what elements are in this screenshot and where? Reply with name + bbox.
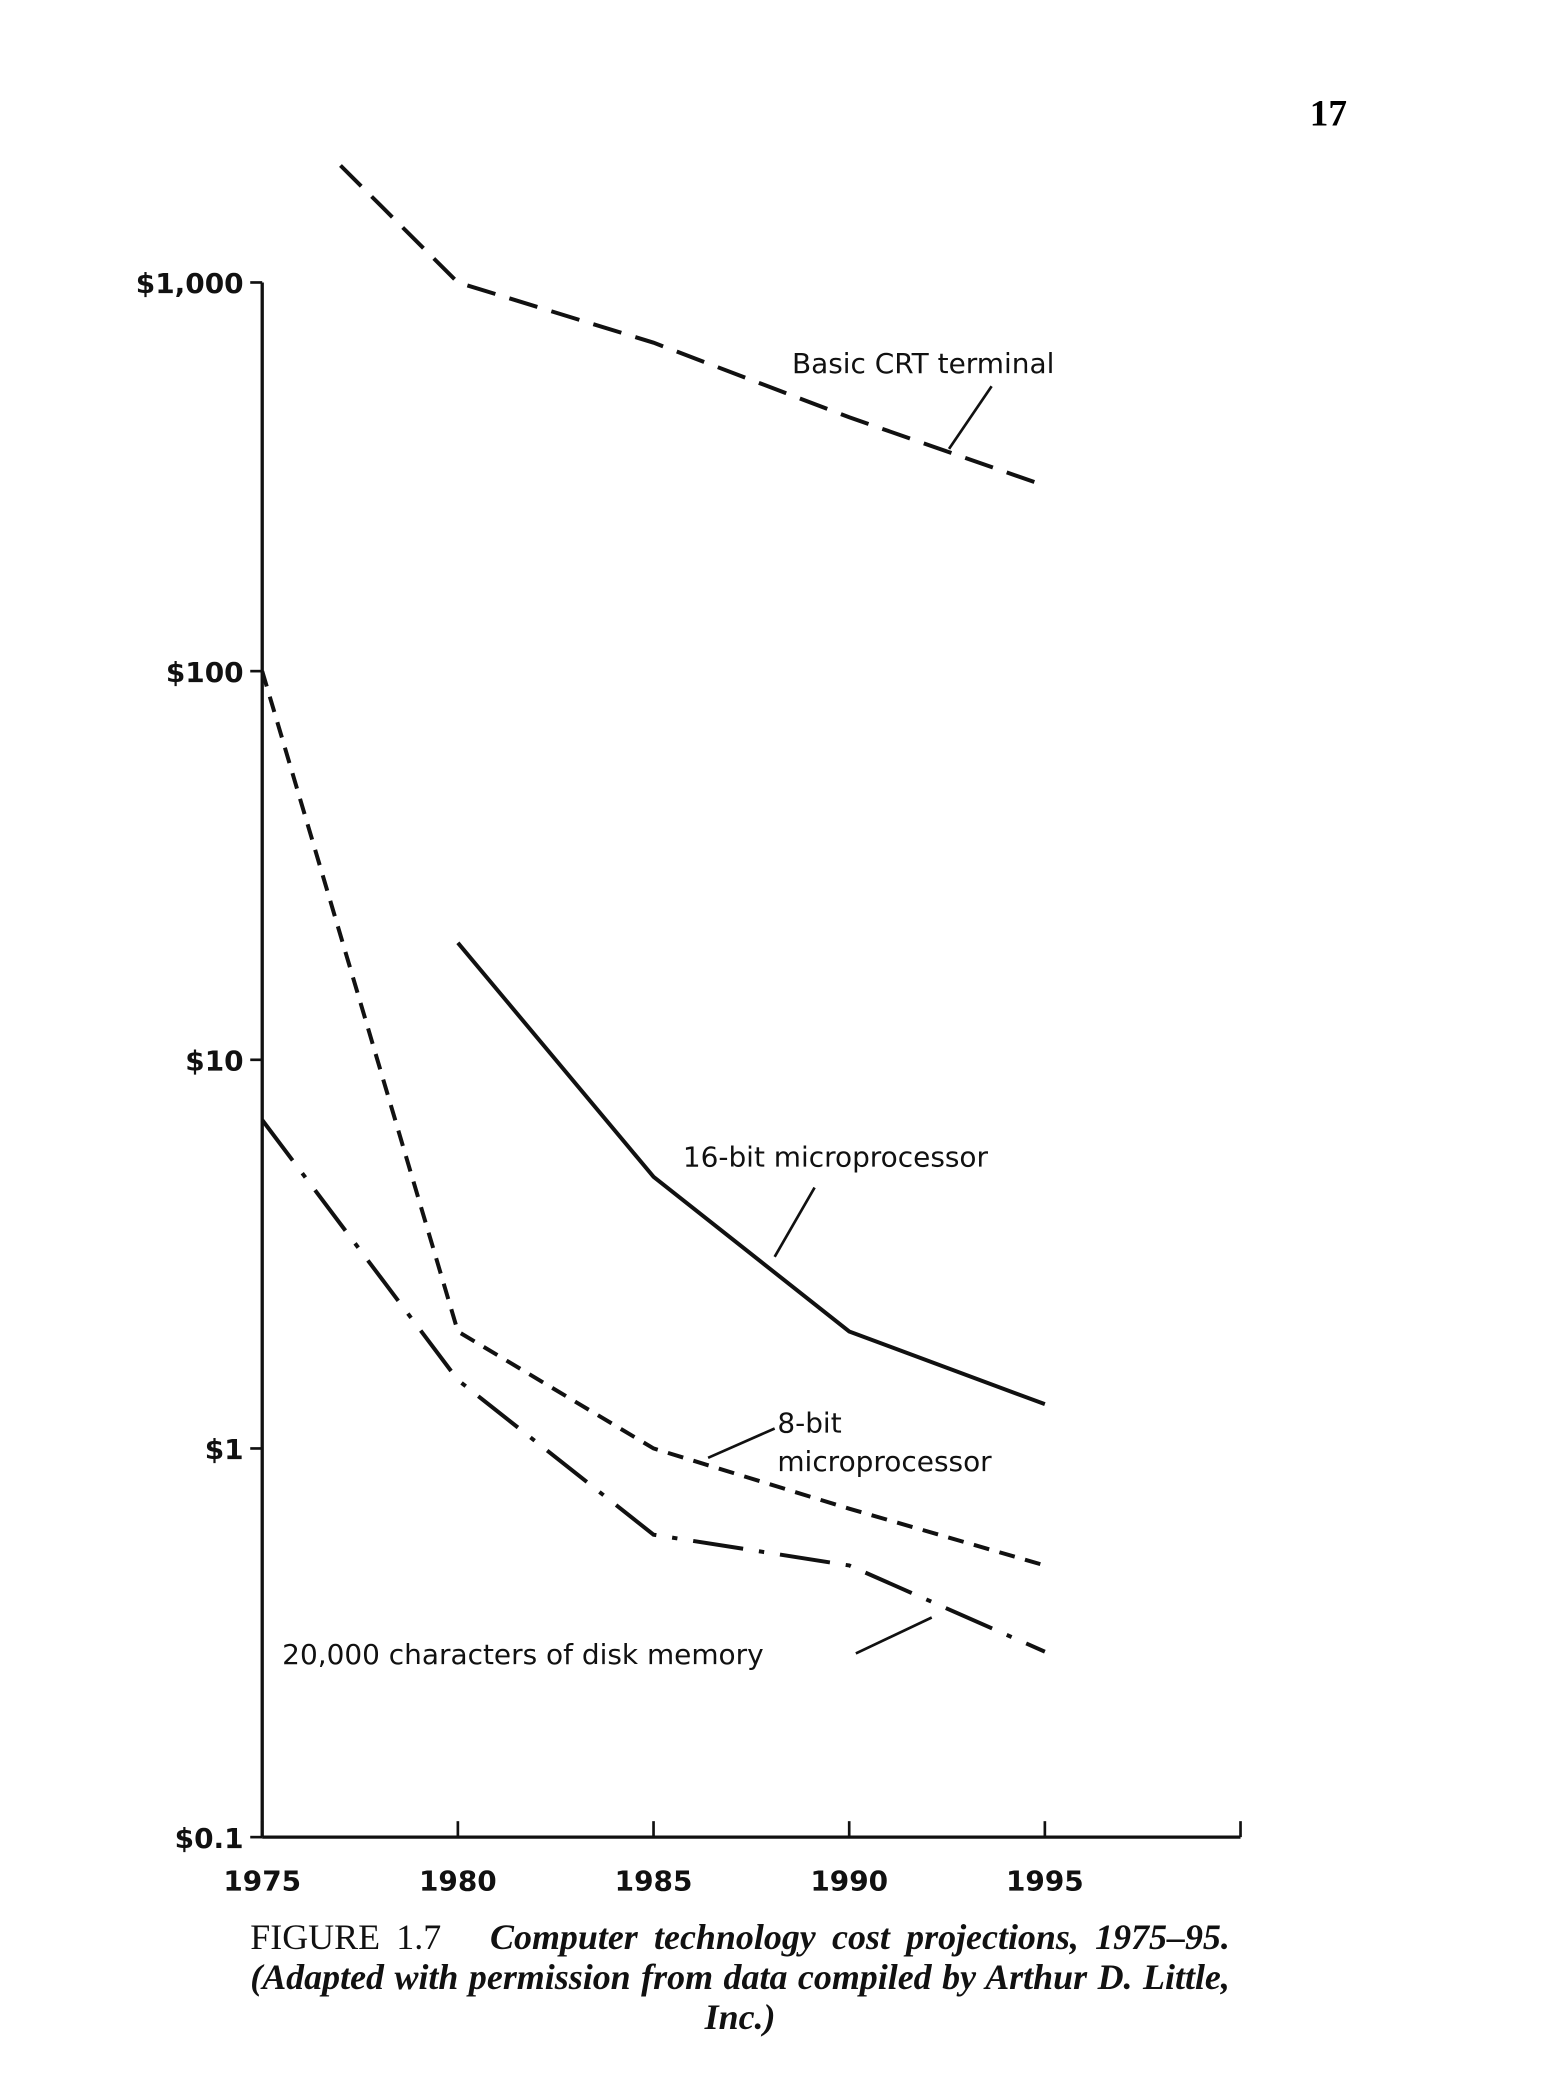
series-label: 8-bit microprocessor	[777, 1407, 992, 1478]
series-label: Basic CRT terminal	[792, 347, 1054, 380]
x-tick-label: 1975	[223, 1864, 301, 1897]
x-tick-label: 1995	[1006, 1864, 1084, 1897]
y-tick-label: $10	[185, 1044, 243, 1077]
arrow	[707, 1427, 776, 1460]
y-tick-label: $0.1	[175, 1822, 244, 1855]
y-tick-label: $100	[166, 656, 244, 689]
series-line	[456, 941, 1046, 1407]
y-tick-label: $1	[205, 1433, 244, 1466]
caption-text: Computer technology cost projections, 19…	[250, 1916, 1230, 2037]
arrow	[947, 385, 993, 450]
x-tick-label: 1990	[810, 1864, 888, 1897]
series-line	[339, 164, 1046, 488]
series-line	[260, 670, 1046, 1568]
caption-label: FIGURE 1.7	[250, 1916, 442, 1957]
caption-box: FIGURE 1.7 Computer technology cost proj…	[250, 1917, 1230, 2037]
x-tick-label: 1980	[419, 1864, 497, 1897]
caption: FIGURE 1.7 Computer technology cost proj…	[250, 1917, 1230, 2037]
series-label-box: 8-bit microprocessor	[777, 1407, 992, 1478]
arrow	[855, 1616, 933, 1655]
series-label: 20,000 characters of disk memory	[282, 1638, 763, 1671]
y-tick-label: $1,000	[136, 267, 244, 300]
series-line	[260, 1118, 1046, 1654]
annotation-arrows	[707, 385, 993, 1655]
page-number: 17	[1310, 93, 1347, 134]
series-label: 16-bit microprocessor	[683, 1140, 989, 1173]
x-tick-label: 1985	[615, 1864, 693, 1897]
arrow	[773, 1186, 816, 1258]
